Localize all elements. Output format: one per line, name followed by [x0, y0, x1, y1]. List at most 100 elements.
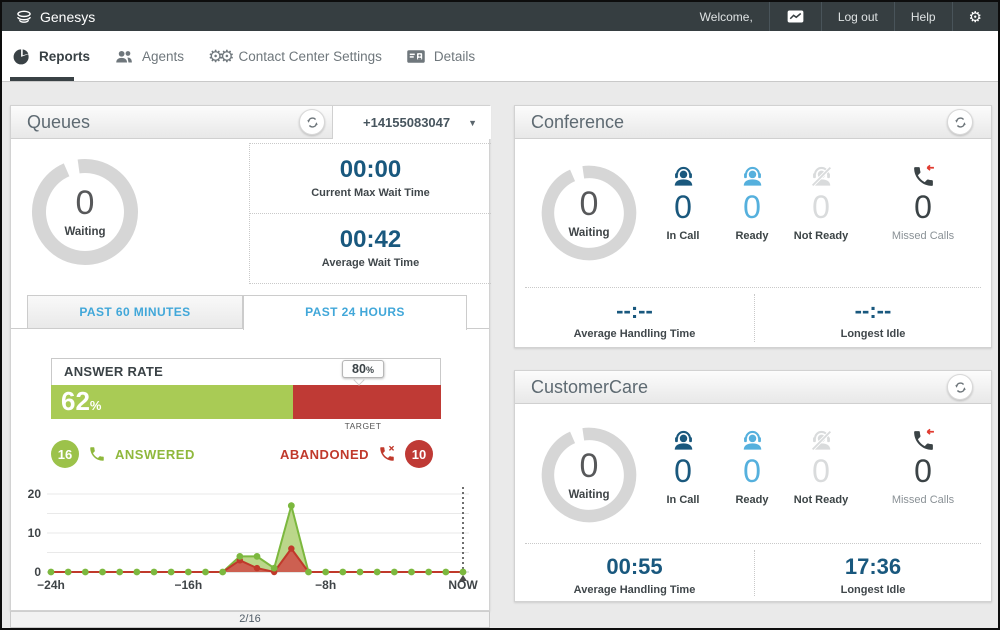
longest-idle-cell: --:-- Longest Idle	[755, 298, 991, 340]
answered-count-badge: 16	[51, 440, 79, 468]
agent-stat-missed-calls: 0 Missed Calls	[881, 425, 965, 506]
tab-reports[interactable]: Reports	[12, 31, 90, 81]
gear-icon: ⚙	[968, 8, 982, 26]
stats-button[interactable]	[768, 2, 821, 31]
agent-stat-label: Missed Calls	[891, 493, 955, 506]
agent-stat-label: Not Ready	[793, 229, 849, 242]
bottom-stat-value: --:--	[616, 298, 653, 323]
agent-ready-icon	[743, 430, 761, 450]
answered-abandoned-legend: 16 ANSWERED ABANDONED 10	[51, 440, 441, 470]
agent-stat-ready: 0 Ready	[710, 425, 794, 506]
refresh-button[interactable]	[947, 109, 973, 135]
answer-rate-value: 62%	[51, 385, 441, 419]
agent-not-ready-icon	[810, 166, 832, 187]
queue-phone-number: +14155083047	[363, 115, 451, 130]
divider	[754, 294, 755, 342]
top-navbar: Genesys Welcome, Log out Help ⚙	[2, 2, 998, 31]
tab-label: Agents	[142, 48, 185, 64]
stat-label: Current Max Wait Time	[311, 187, 430, 200]
agent-stat-value: 0	[812, 189, 830, 225]
brand: Genesys	[2, 2, 95, 31]
wait-time-stats: 00:00 Current Max Wait Time 00:42 Averag…	[249, 143, 491, 284]
panel-title: CustomerCare	[531, 377, 649, 397]
refresh-button[interactable]	[299, 109, 325, 135]
bottom-stat-label: Average Handling Time	[573, 584, 696, 596]
panel-title: Queues	[27, 112, 91, 132]
phone-abandoned-icon	[380, 445, 395, 461]
longest-idle-cell: 17:36 Longest Idle	[755, 554, 991, 596]
waiting-value: 0	[579, 185, 599, 223]
target-badge: 80%	[342, 360, 384, 378]
stat-value: 00:00	[339, 156, 402, 183]
agent-stat-not-ready: 0 Not Ready	[779, 425, 863, 506]
target-value: 80	[352, 362, 366, 376]
conference-panel: Conference 0 Waiting	[514, 105, 992, 348]
svg-text:NOW: NOW	[448, 578, 478, 592]
svg-text:10: 10	[28, 526, 42, 540]
abandoned-label: ABANDONED	[280, 446, 369, 462]
customercare-header: CustomerCare	[515, 371, 991, 404]
range-tab-past-60-minutes[interactable]: PAST 60 MINUTES	[27, 295, 243, 329]
bottom-stat-value: --:--	[854, 298, 892, 323]
tab-agents[interactable]: Agents	[114, 31, 184, 81]
trend-chart: 0 10 20 −24h −16h −8h NOW	[17, 482, 487, 601]
stat-label: Average Wait Time	[321, 257, 420, 270]
agent-stat-value: 0	[914, 189, 932, 225]
agent-stat-label: Missed Calls	[891, 229, 955, 242]
bottom-stat-value: 00:55	[606, 554, 663, 579]
tab-contact-center-settings[interactable]: ⚙⚙ Contact Center Settings	[208, 31, 382, 81]
brand-name: Genesys	[40, 8, 96, 25]
svg-text:0: 0	[34, 565, 41, 579]
divider	[525, 287, 981, 288]
target-unit: %	[365, 365, 374, 375]
gears-icon: ⚙⚙	[208, 46, 235, 66]
settings-gear-button[interactable]: ⚙	[951, 2, 998, 31]
waiting-label: Waiting	[568, 227, 610, 239]
divider	[754, 550, 755, 596]
logout-button[interactable]: Log out	[820, 2, 894, 31]
stat-value: 00:42	[339, 226, 402, 253]
tab-label: Details	[433, 48, 476, 64]
chevron-down-icon: ▼	[468, 117, 477, 128]
waiting-value: 0	[75, 184, 95, 222]
refresh-button[interactable]	[947, 374, 973, 400]
current-max-wait-cell: 00:00 Current Max Wait Time	[250, 144, 491, 214]
bottom-stat-label: Longest Idle	[840, 584, 906, 596]
waiting-label: Waiting	[568, 489, 610, 501]
waiting-donut: 0 Waiting	[539, 163, 639, 263]
queues-header: Queues	[11, 106, 333, 139]
agent-stat-value: 0	[812, 453, 830, 489]
target-caption: TARGET	[344, 421, 382, 431]
tab-label: Reports	[39, 48, 91, 64]
tab-label: Contact Center Settings	[238, 48, 382, 64]
pagination[interactable]: 2/16	[10, 611, 490, 628]
agent-in-call-icon	[674, 430, 692, 450]
agent-stat-label: Ready	[735, 493, 769, 506]
genesys-logo-icon	[17, 10, 31, 23]
agent-stat-value: 0	[743, 453, 761, 489]
queue-phone-select[interactable]: +14155083047 ▼	[333, 106, 491, 139]
stats-icon	[787, 10, 804, 23]
missed-calls-icon	[913, 164, 934, 186]
waiting-donut: 0 Waiting	[539, 425, 639, 525]
agent-stat-missed-calls: 0 Missed Calls	[881, 161, 965, 242]
main-tabbar: Reports Agents ⚙⚙ Contact Center Setting…	[2, 31, 998, 82]
navbar-actions: Welcome, Log out Help ⚙	[684, 2, 998, 31]
agent-stat-ready: 0 Ready	[710, 161, 794, 242]
tab-details[interactable]: Details	[406, 31, 475, 81]
waiting-donut: 0 Waiting	[29, 156, 141, 268]
agent-not-ready-icon	[810, 430, 832, 451]
range-tab-past-24-hours[interactable]: PAST 24 HOURS	[243, 295, 467, 330]
abandoned-count-badge: 10	[405, 440, 433, 468]
answer-rate-widget: ANSWER RATE 80% 62% TARGET	[51, 358, 441, 431]
refresh-icon	[954, 116, 966, 128]
customercare-panel: CustomerCare 0 Waiting	[514, 370, 992, 602]
answered-legend: 16 ANSWERED	[51, 440, 195, 468]
help-button[interactable]: Help	[893, 2, 952, 31]
agent-stat-label: In Call	[666, 229, 700, 242]
agent-stat-value: 0	[743, 189, 761, 225]
conference-header: Conference	[515, 106, 991, 139]
missed-calls-icon	[913, 428, 934, 450]
answer-rate-fill	[51, 385, 293, 419]
